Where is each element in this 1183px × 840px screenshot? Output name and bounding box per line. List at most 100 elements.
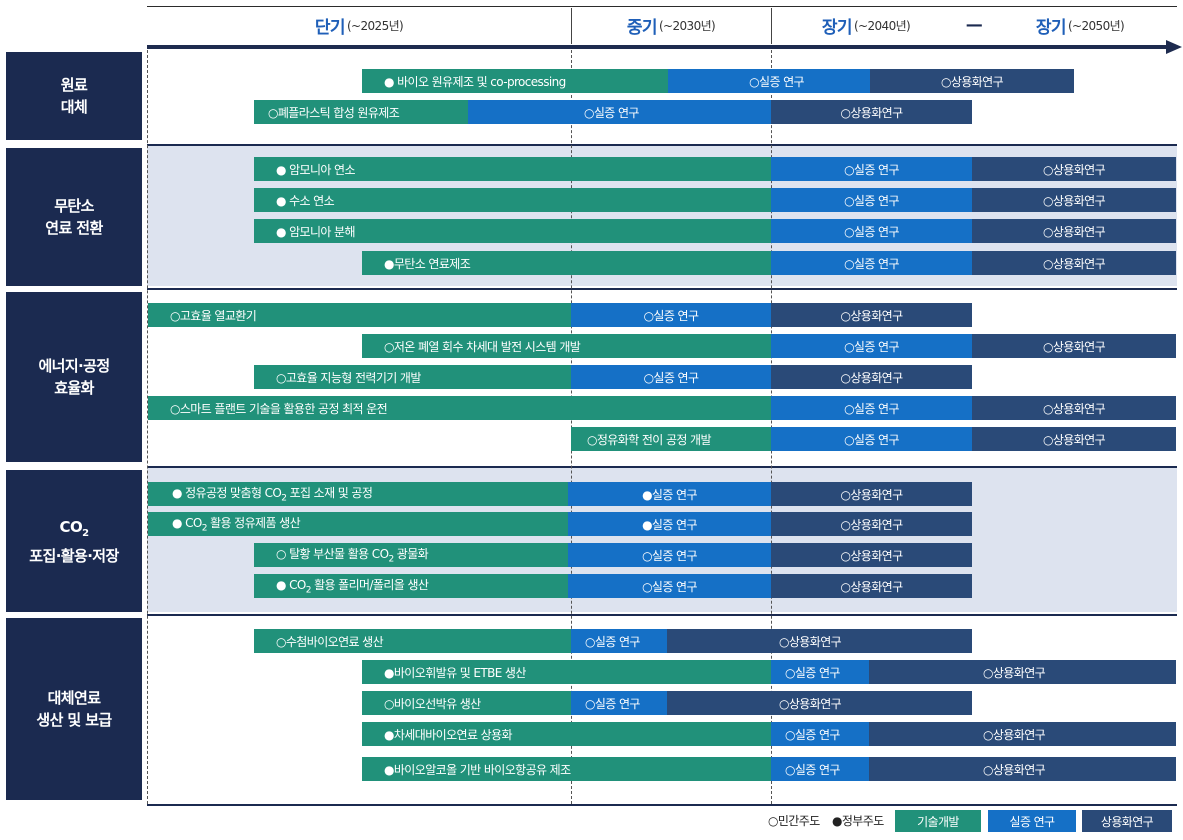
- tech-label: ○저온 폐열 회수 차세대 발전 시스템 개발: [384, 339, 581, 354]
- comm-label: ○상용화연구: [940, 74, 1004, 89]
- tech-label: ○ 탈황 부산물 활용 CO2 광물화: [254, 545, 429, 565]
- comm-bar: ○상용화연구: [771, 543, 972, 567]
- comm-bar: ○상용화연구: [771, 303, 972, 327]
- demo-bar: ○실증 연구: [771, 188, 972, 212]
- demo-bar: ○실증 연구: [571, 303, 771, 327]
- legend-demo: 실증 연구: [988, 810, 1076, 832]
- demo-label: ○실증 연구: [643, 370, 699, 385]
- demo-label: ○실증 연구: [749, 74, 804, 89]
- comm-bar: ○상용화연구: [972, 334, 1176, 358]
- tech-label: ● CO2 활용 폴리머/폴리올 생산: [254, 576, 429, 596]
- tech-bar: ● CO2 활용 폴리머/폴리올 생산: [254, 574, 568, 598]
- tech-label-part-a: ● 정유공정 맞춤형 CO: [172, 486, 282, 501]
- demo-bar: ○실증 연구: [568, 574, 771, 598]
- category-alt-fuel-line2: 생산 및 보급: [36, 711, 112, 729]
- tech-label: ●바이오휘발유 및 ETBE 생산: [384, 665, 526, 680]
- tech-label: ● 정유공정 맞춤형 CO2 포집 소재 및 공정: [148, 484, 373, 504]
- tech-bar: ○수첨바이오연료 생산: [254, 629, 571, 653]
- category-feedstock-line2: 대체: [60, 98, 88, 116]
- demo-bar: ○실증 연구: [568, 543, 771, 567]
- comm-label: ○상용화연구: [1042, 224, 1106, 239]
- tech-label-part-b: 활용 폴리머/폴리올 생산: [310, 578, 429, 593]
- category-ccus: CO2 포집·활용·저장: [6, 470, 142, 612]
- comm-bar: ○상용화연구: [771, 512, 972, 536]
- tech-bar: ● CO2 활용 정유제품 생산: [148, 512, 568, 536]
- demo-bar: ●실증 연구: [568, 482, 771, 506]
- tech-label: ● 수소 연소: [276, 193, 335, 208]
- tech-bar: ○고효율 열교환기: [148, 303, 571, 327]
- demo-label: ○실증 연구: [844, 401, 899, 416]
- tech-label: ● 암모니아 연소: [276, 162, 356, 177]
- separator: [147, 466, 1177, 468]
- header-divider-mid: [571, 8, 572, 44]
- comm-bar: ○상용화연구: [771, 574, 972, 598]
- comm-bar: ○상용화연구: [869, 660, 1176, 684]
- period-short-range: (~2025년): [346, 18, 404, 33]
- demo-bar: ○실증 연구: [468, 100, 771, 124]
- comm-bar: ○상용화연구: [972, 396, 1176, 420]
- timeline-arrow-head-icon: [1166, 40, 1182, 54]
- comm-label: ○상용화연구: [840, 308, 903, 323]
- period-long-2050: 장기 (~2050년): [990, 10, 1170, 40]
- comm-bar: ○상용화연구: [667, 629, 972, 653]
- demo-bar: ○실증 연구: [571, 365, 771, 389]
- demo-bar: ○실증 연구: [771, 757, 869, 781]
- comm-bar: ○상용화연구: [972, 251, 1176, 275]
- tech-label: ● 암모니아 분해: [276, 224, 356, 239]
- comm-label: ○상용화연구: [840, 105, 903, 120]
- separator: [147, 288, 1177, 290]
- comm-label: ○상용화연구: [1042, 401, 1106, 416]
- separator: [147, 614, 1177, 616]
- comm-bar: ○상용화연구: [870, 69, 1074, 93]
- tech-bar: ● 바이오 원유제조 및 co-processing: [362, 69, 668, 93]
- period-long-2040-range: (~2040년): [853, 18, 911, 33]
- tech-label: ○고효율 지능형 전력기기 개발: [276, 370, 421, 385]
- legend-demo-label: 실증 연구: [1009, 814, 1056, 829]
- tech-label: ○바이오선박유 생산: [384, 696, 481, 711]
- tech-label: ○고효율 열교환기: [170, 308, 257, 323]
- tech-label-subscript: 2: [388, 554, 394, 565]
- demo-bar: ○실증 연구: [771, 427, 972, 451]
- tech-label-part-b: 포집 소재 및 공정: [286, 486, 373, 501]
- comm-bar: ○상용화연구: [771, 482, 972, 506]
- comm-label: ○상용화연구: [1042, 256, 1106, 271]
- demo-bar: ○실증 연구: [771, 219, 972, 243]
- demo-label: ○실증 연구: [844, 339, 899, 354]
- legend-comm: 상용화연구: [1082, 810, 1172, 832]
- tech-bar: ● 암모니아 분해: [254, 219, 771, 243]
- separator: [147, 804, 1177, 806]
- category-ccus-line2: 포집·활용·저장: [29, 546, 119, 565]
- period-long-2050-label: 장기: [1035, 17, 1067, 38]
- tech-label: ●무탄소 연료제조: [384, 256, 471, 271]
- tech-label: ○수첨바이오연료 생산: [276, 634, 384, 649]
- tech-label-subscript: 2: [305, 585, 312, 596]
- tech-bar: ○고효율 지능형 전력기기 개발: [254, 365, 571, 389]
- tech-bar: ● 정유공정 맞춤형 CO2 포집 소재 및 공정: [148, 482, 568, 506]
- category-efficiency-line1: 에너지·공정: [38, 357, 110, 375]
- demo-label: ●실증 연구: [642, 517, 697, 532]
- separator: [147, 144, 1177, 146]
- tech-label: ● 바이오 원유제조 및 co-processing: [384, 74, 566, 89]
- category-alt-fuel: 대체연료 생산 및 보급: [6, 618, 142, 800]
- category-zero-carbon-line2: 연료 전환: [45, 219, 103, 237]
- tech-bar: ● 암모니아 연소: [254, 157, 771, 181]
- demo-label: ○실증 연구: [584, 105, 639, 120]
- demo-bar: ○실증 연구: [571, 629, 667, 653]
- comm-bar: ○상용화연구: [667, 691, 972, 715]
- tech-label-subscript: 2: [281, 493, 287, 504]
- period-dash: —: [958, 10, 990, 40]
- demo-label: ○실증 연구: [844, 256, 899, 271]
- period-dash-text: —: [965, 15, 983, 35]
- comm-label: ○상용화연구: [1042, 339, 1106, 354]
- tech-bar: ○바이오선박유 생산: [362, 691, 571, 715]
- demo-label: ○실증 연구: [643, 308, 699, 323]
- comm-label: ○상용화연구: [983, 665, 1046, 680]
- comm-label: ○상용화연구: [840, 548, 903, 563]
- legend-comm-label: 상용화연구: [1100, 814, 1154, 829]
- category-zero-carbon-line1: 무탄소: [54, 197, 94, 215]
- comm-label: ○상용화연구: [840, 517, 903, 532]
- period-mid: 중기 (~2030년): [571, 10, 771, 40]
- tech-bar: ○폐플라스틱 합성 원유제조: [254, 100, 468, 124]
- category-feedstock-line1: 원료: [60, 76, 88, 94]
